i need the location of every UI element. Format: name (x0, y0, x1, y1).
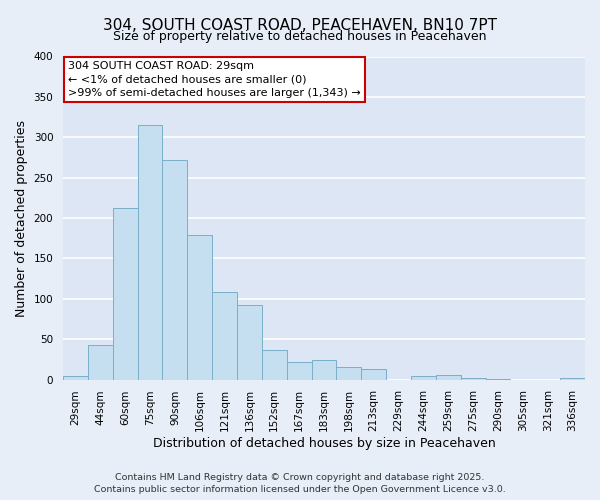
Bar (337, 366, 361, 380)
Bar (63, 376, 88, 380)
Bar (187, 235, 212, 380)
Bar (88, 345, 113, 380)
Bar (287, 362, 311, 380)
Bar (212, 292, 237, 380)
Bar (485, 379, 511, 380)
Bar (436, 375, 461, 380)
Text: Contains HM Land Registry data © Crown copyright and database right 2025.
Contai: Contains HM Land Registry data © Crown c… (94, 472, 506, 494)
Bar (461, 378, 485, 380)
Bar (237, 306, 262, 380)
Bar (137, 125, 163, 380)
Bar (560, 378, 585, 380)
X-axis label: Distribution of detached houses by size in Peacehaven: Distribution of detached houses by size … (152, 437, 496, 450)
Text: Size of property relative to detached houses in Peacehaven: Size of property relative to detached ho… (113, 30, 487, 43)
Bar (163, 160, 187, 380)
Bar (262, 350, 287, 380)
Bar (411, 376, 436, 380)
Text: 304 SOUTH COAST ROAD: 29sqm
← <1% of detached houses are smaller (0)
>99% of sem: 304 SOUTH COAST ROAD: 29sqm ← <1% of det… (68, 62, 361, 98)
Text: 304, SOUTH COAST ROAD, PEACEHAVEN, BN10 7PT: 304, SOUTH COAST ROAD, PEACEHAVEN, BN10 … (103, 18, 497, 32)
Bar (361, 369, 386, 380)
Bar (113, 208, 137, 380)
Y-axis label: Number of detached properties: Number of detached properties (15, 120, 28, 316)
Bar (311, 360, 337, 380)
